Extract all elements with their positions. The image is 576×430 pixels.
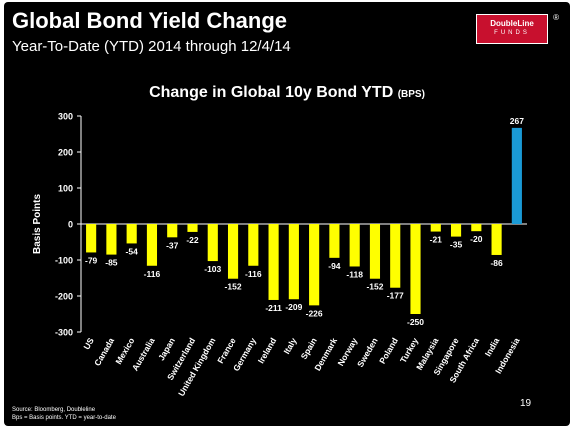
data-label: -152 bbox=[366, 282, 383, 292]
slide: Global Bond Yield Change Year-To-Date (Y… bbox=[4, 2, 570, 426]
slide-subtitle: Year-To-Date (YTD) 2014 through 12/4/14 bbox=[12, 38, 291, 55]
page-number: 19 bbox=[520, 398, 532, 409]
bar-ireland bbox=[268, 224, 279, 300]
y-tick-label: 0 bbox=[68, 220, 73, 230]
category-label: Canada bbox=[92, 336, 116, 368]
data-label: -103 bbox=[204, 264, 221, 274]
bar-indonesia bbox=[511, 127, 522, 224]
bar-united-kingdom bbox=[207, 224, 218, 262]
logo-subtext: FUNDS bbox=[494, 30, 530, 36]
bar-poland bbox=[390, 224, 401, 288]
bar-denmark bbox=[329, 224, 340, 258]
category-label: Spain bbox=[299, 336, 319, 361]
bar-spain bbox=[309, 224, 320, 306]
bar-norway bbox=[349, 224, 360, 267]
doubleline-logo: DoubleLine FUNDS ® bbox=[476, 13, 559, 44]
bar-italy bbox=[288, 224, 299, 300]
data-label: -86 bbox=[490, 258, 503, 268]
bar-singapore bbox=[450, 224, 462, 237]
bar-south-africa bbox=[471, 224, 482, 232]
category-label: US bbox=[81, 336, 96, 352]
data-label: -85 bbox=[105, 258, 118, 268]
y-tick-label: 300 bbox=[58, 112, 73, 122]
bar-india bbox=[491, 224, 502, 255]
data-label: -116 bbox=[144, 269, 161, 279]
data-label: -20 bbox=[470, 234, 483, 244]
y-axis-label: Basis Points bbox=[32, 194, 43, 254]
category-label: Japan bbox=[156, 336, 177, 362]
bar-switzerland bbox=[187, 224, 198, 232]
category-label: India bbox=[483, 336, 502, 358]
data-label: -116 bbox=[245, 269, 262, 279]
chart-title-text: Change in Global 10y Bond YTD bbox=[149, 84, 394, 101]
data-label: -211 bbox=[265, 303, 282, 313]
data-label: -250 bbox=[407, 317, 424, 327]
logo-text: DoubleLine bbox=[490, 19, 534, 28]
data-label: -37 bbox=[166, 240, 179, 250]
bar-turkey bbox=[410, 224, 421, 314]
data-label: -177 bbox=[387, 291, 404, 301]
bar-germany bbox=[248, 224, 259, 266]
bar-france bbox=[227, 224, 239, 279]
y-tick-label: -300 bbox=[55, 328, 73, 338]
source-note: Source: Bloomberg, Doubleline Bps = Basi… bbox=[12, 406, 116, 422]
data-label: -94 bbox=[328, 261, 341, 271]
bar-australia bbox=[146, 224, 158, 266]
data-label: -21 bbox=[430, 235, 443, 245]
y-tick-label: -100 bbox=[55, 256, 73, 266]
chart-title-unit: (BPS) bbox=[397, 89, 425, 100]
abbreviation-note: Bps = Basis points. YTD = year-to-date bbox=[12, 415, 116, 421]
slide-title: Global Bond Yield Change bbox=[12, 8, 288, 33]
category-label: Italy bbox=[281, 336, 298, 356]
bar-us bbox=[86, 224, 97, 253]
bar-mexico bbox=[126, 224, 137, 244]
data-label: -79 bbox=[85, 255, 98, 265]
bar-sweden bbox=[369, 224, 381, 279]
data-label: -22 bbox=[186, 235, 199, 245]
bar-japan bbox=[167, 224, 178, 238]
y-tick-label: 200 bbox=[58, 148, 73, 158]
chart-title: Change in Global 10y Bond YTD (BPS) bbox=[4, 84, 570, 102]
data-label: -35 bbox=[450, 240, 463, 250]
data-label: -152 bbox=[225, 282, 242, 292]
data-label: -209 bbox=[285, 302, 302, 312]
category-label: Poland bbox=[377, 336, 400, 366]
data-label: -118 bbox=[346, 269, 363, 279]
y-tick-label: -200 bbox=[55, 292, 73, 302]
data-label: -226 bbox=[306, 308, 323, 318]
category-label: Ireland bbox=[256, 336, 279, 365]
source-text: Source: Bloomberg, Doubleline bbox=[12, 407, 96, 413]
data-label: 267 bbox=[510, 116, 524, 126]
data-label: -54 bbox=[126, 246, 139, 256]
y-tick-label: 100 bbox=[58, 184, 73, 194]
bar-canada bbox=[106, 224, 117, 255]
registered-mark: ® bbox=[553, 13, 559, 22]
bar-malaysia bbox=[430, 224, 441, 232]
